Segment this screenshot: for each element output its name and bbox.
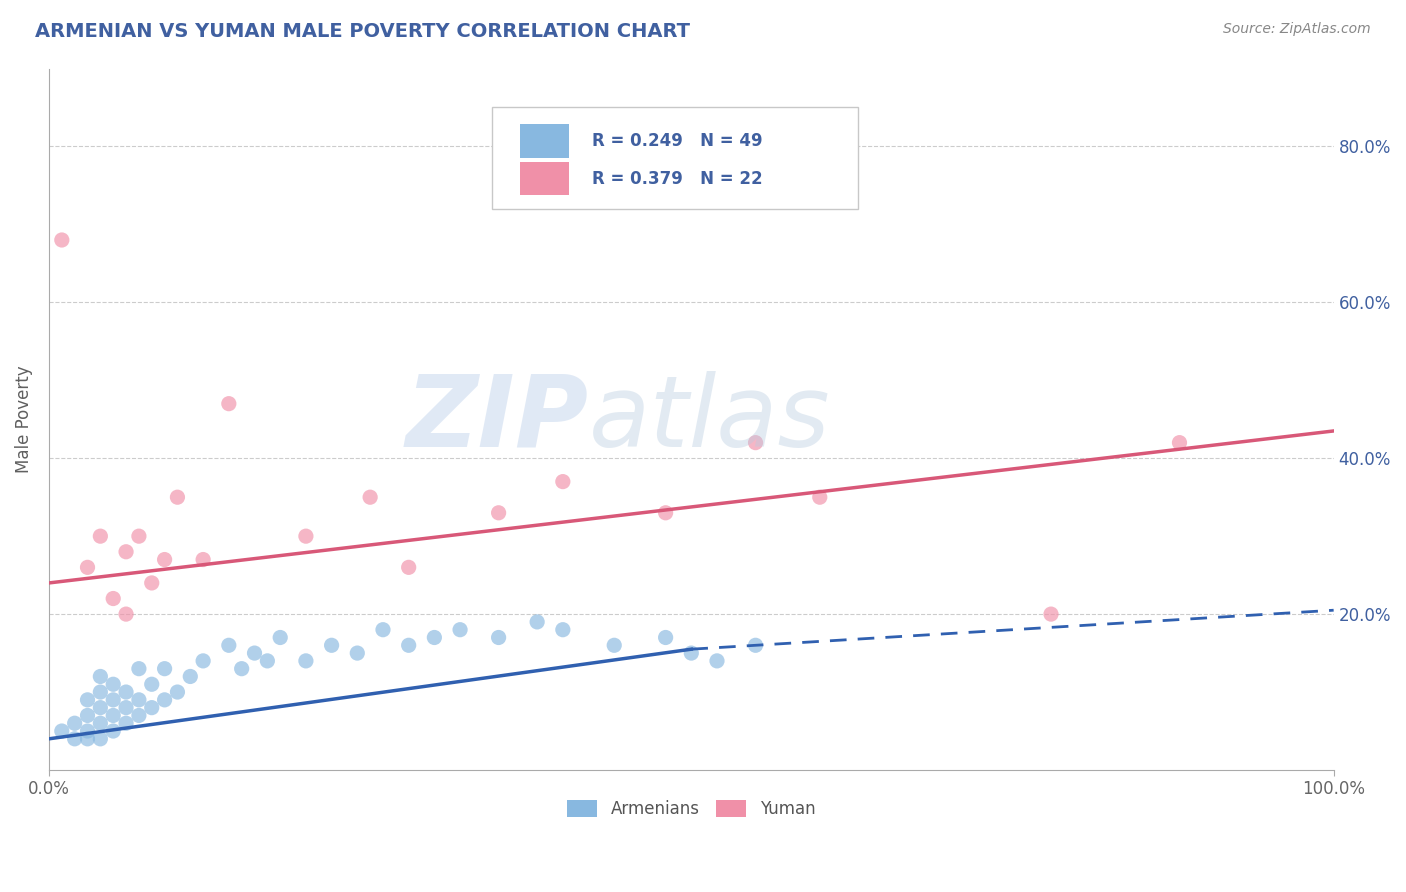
Point [63,731,86,746]
Point [89,529,111,543]
Point [359,490,381,504]
Point [141,700,163,714]
Point [526,615,548,629]
Point [398,638,420,652]
Point [76,693,98,707]
Legend: Armenians, Yuman: Armenians, Yuman [561,793,823,825]
Point [103,724,125,739]
Point [76,708,98,723]
Point [191,654,214,668]
Point [295,654,318,668]
Point [179,669,201,683]
Point [128,662,150,676]
Point [103,677,125,691]
Point [115,700,138,714]
Point [371,623,394,637]
Point [191,552,214,566]
Point [398,560,420,574]
Point [153,693,176,707]
Point [89,731,111,746]
Point [115,685,138,699]
Point [321,638,343,652]
Point [89,716,111,731]
Point [115,716,138,731]
Point [551,475,574,489]
Point [166,490,188,504]
Text: ARMENIAN VS YUMAN MALE POVERTY CORRELATION CHART: ARMENIAN VS YUMAN MALE POVERTY CORRELATI… [35,22,690,41]
FancyBboxPatch shape [520,124,569,158]
Point [166,685,188,699]
Point [76,724,98,739]
Point [706,654,728,668]
Point [218,638,240,652]
Point [115,607,138,621]
Point [128,708,150,723]
Point [1168,435,1191,450]
FancyBboxPatch shape [520,161,569,195]
Point [654,631,676,645]
Text: ZIP: ZIP [405,371,589,467]
Point [1040,607,1063,621]
Text: atlas: atlas [589,371,830,467]
Point [488,506,510,520]
Point [51,724,73,739]
Point [89,669,111,683]
Point [153,552,176,566]
Point [103,693,125,707]
Point [103,591,125,606]
Point [103,708,125,723]
FancyBboxPatch shape [492,107,858,209]
Point [231,662,253,676]
Point [256,654,278,668]
Point [115,545,138,559]
Point [89,700,111,714]
Point [488,631,510,645]
Point [744,435,766,450]
Point [295,529,318,543]
Point [603,638,626,652]
Point [128,529,150,543]
Point [808,490,831,504]
Point [89,685,111,699]
Point [63,716,86,731]
Text: Source: ZipAtlas.com: Source: ZipAtlas.com [1223,22,1371,37]
Y-axis label: Male Poverty: Male Poverty [15,366,32,473]
Point [346,646,368,660]
Point [141,576,163,591]
Point [76,731,98,746]
Text: R = 0.249   N = 49: R = 0.249 N = 49 [592,132,763,150]
Point [218,397,240,411]
Point [243,646,266,660]
Point [269,631,291,645]
Point [449,623,471,637]
Text: R = 0.379   N = 22: R = 0.379 N = 22 [592,169,763,187]
Point [76,560,98,574]
Point [654,506,676,520]
Point [141,677,163,691]
Point [681,646,703,660]
Point [153,662,176,676]
Point [51,233,73,247]
Point [128,693,150,707]
Point [423,631,446,645]
Point [744,638,766,652]
Point [551,623,574,637]
